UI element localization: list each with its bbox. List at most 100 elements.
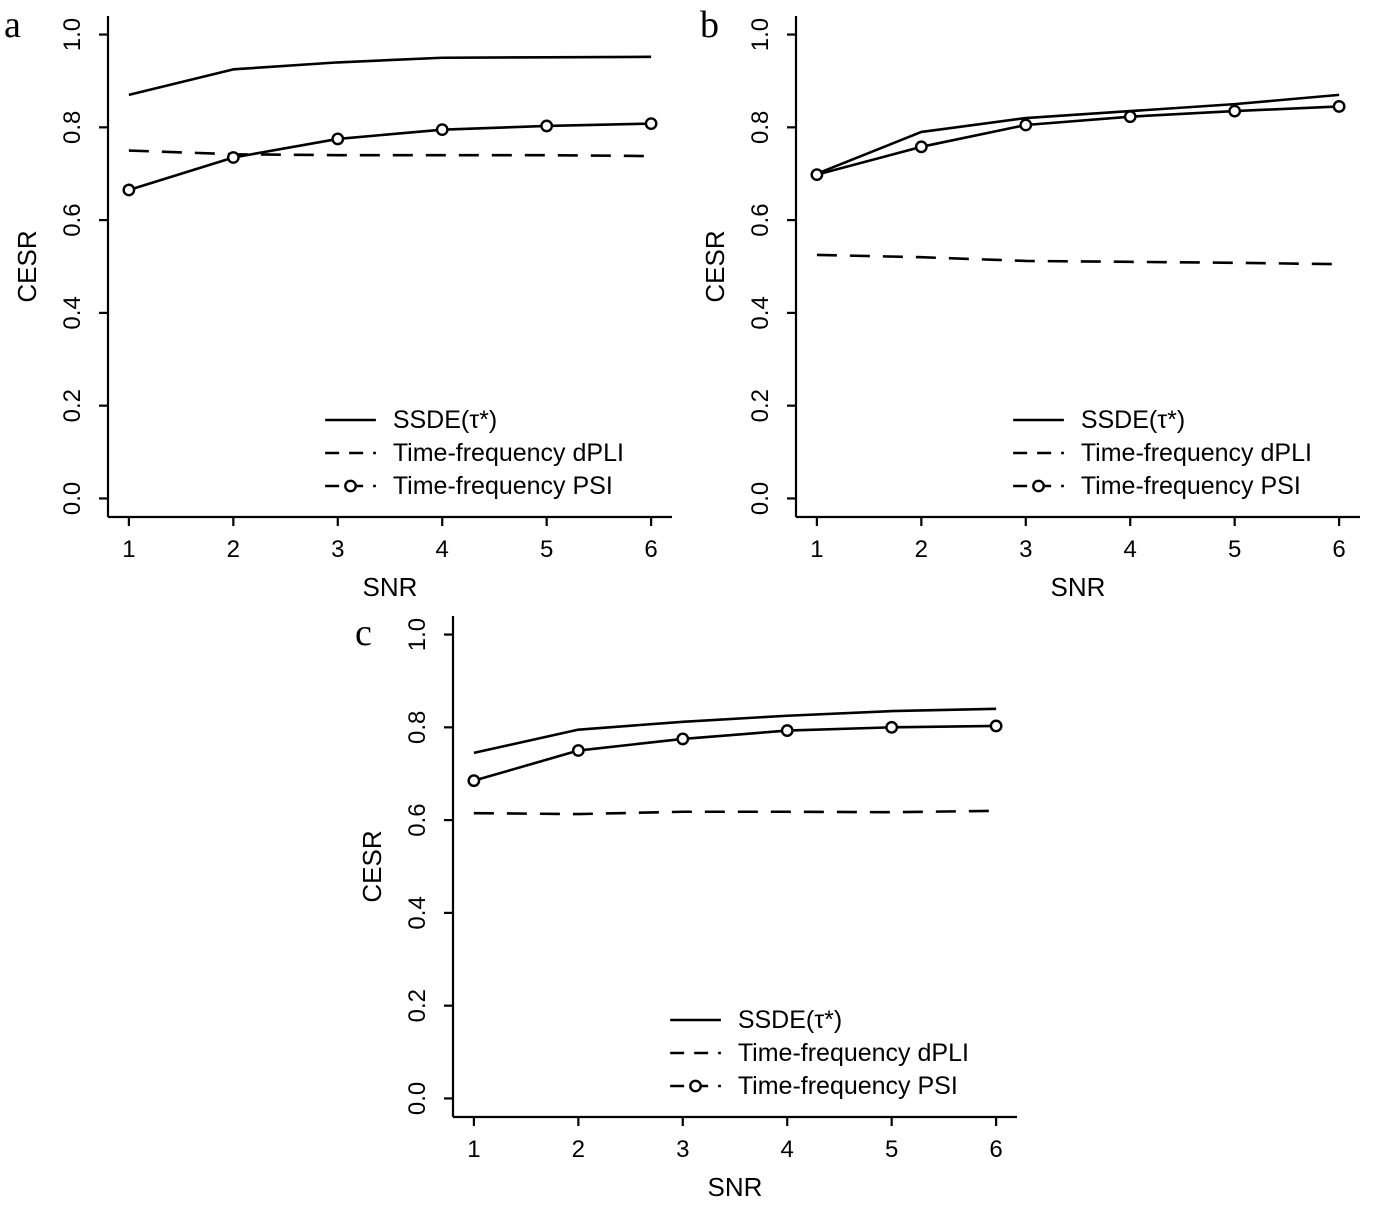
y-tick-label: 0.2 (59, 389, 86, 422)
x-tick-label: 4 (1124, 536, 1137, 563)
data-point-marker (644, 117, 658, 131)
legend-label: SSDE(τ*) (1081, 406, 1185, 434)
data-point-marker (122, 183, 136, 197)
panel-b: b 0.0 0.2 0.4 0.6 0.8 1.0 1 2 3 4 5 6 SNR CESR SSDE(τ*… (688, 0, 1378, 605)
y-axis-title: CESR (12, 230, 42, 302)
data-point-marker (1332, 100, 1346, 113)
panel-a-label: a (4, 4, 21, 46)
x-tick-label: 4 (781, 1136, 794, 1163)
y-tick-label: 0.6 (404, 803, 431, 836)
y-tick-label: 0.0 (747, 482, 774, 515)
x-tick-label: 2 (227, 536, 240, 563)
panel-a: a 0.0 0.2 0.4 0.6 0.8 1.0 1 2 3 4 5 6 SNR CESR SSDE(τ*… (0, 0, 690, 605)
data-point-marker (571, 744, 585, 757)
axes (444, 616, 1017, 1126)
series-ssde- (473, 707, 997, 755)
series-line (473, 809, 997, 816)
y-tick-label: 0.8 (747, 111, 774, 144)
legend-label: SSDE(τ*) (393, 406, 497, 434)
panel-c: c 0.0 0.2 0.4 0.6 0.8 1.0 1 2 3 4 5 6 SNR CESR SSDE(τ*… (345, 600, 1035, 1205)
series-time-frequency-dpli (473, 809, 997, 816)
axes (787, 16, 1360, 526)
y-tick-label: 0.6 (59, 203, 86, 236)
x-tick-label: 1 (810, 536, 823, 563)
legend: SSDE(τ*) Time-frequency dPLI Time-frequenc… (325, 406, 624, 500)
legend: SSDE(τ*) Time-frequency dPLI Time-frequenc… (1013, 406, 1312, 500)
data-point-marker (331, 132, 345, 146)
y-tick-label: 1.0 (59, 18, 86, 51)
y-tick-label: 0.8 (59, 111, 86, 144)
data-point-marker (435, 123, 449, 137)
x-axis-title: SNR (708, 1172, 763, 1202)
legend-label: Time-frequency PSI (393, 472, 613, 500)
panel-b-label: b (700, 4, 719, 46)
x-tick-label: 5 (885, 1136, 898, 1163)
series-line (816, 105, 1340, 176)
series-line (473, 724, 997, 782)
y-tick-label: 0.0 (59, 482, 86, 515)
x-tick-label: 4 (436, 536, 449, 563)
legend-label: Time-frequency dPLI (393, 439, 624, 467)
x-tick-label: 3 (1019, 536, 1032, 563)
series-line (473, 707, 997, 755)
legend-label: Time-frequency dPLI (738, 1039, 969, 1067)
x-axis-title: SNR (1051, 572, 1106, 602)
y-tick-label: 0.6 (747, 203, 774, 236)
data-point-marker (885, 720, 899, 734)
series-line (816, 93, 1340, 175)
series-ssde- (816, 93, 1340, 175)
legend: SSDE(τ*) Time-frequency dPLI Time-frequenc… (670, 1006, 969, 1100)
axes (99, 16, 672, 526)
panel-c-label: c (355, 612, 372, 654)
series-line (128, 122, 652, 192)
x-tick-label: 6 (1332, 536, 1345, 563)
legend-marker-sample (344, 479, 357, 493)
x-tick-label: 1 (467, 1136, 480, 1163)
series-time-frequency-dpli (128, 149, 652, 158)
x-tick-label: 2 (572, 1136, 585, 1163)
panel-c-chart-svg: 0.0 0.2 0.4 0.6 0.8 1.0 1 2 3 4 5 6 SNR CESR SSDE(τ*) T… (357, 616, 1017, 1202)
panel-b-chart-svg: 0.0 0.2 0.4 0.6 0.8 1.0 1 2 3 4 5 6 SNR CESR SSDE(τ*) T… (700, 16, 1360, 602)
series-line (128, 149, 652, 158)
y-tick-label: 1.0 (404, 618, 431, 651)
series-line (128, 55, 652, 97)
series-line (816, 253, 1340, 266)
data-point-marker (1228, 104, 1242, 118)
data-point-marker (780, 724, 794, 737)
y-tick-label: 0.0 (404, 1082, 431, 1115)
y-tick-label: 1.0 (747, 18, 774, 51)
y-tick-label: 0.2 (747, 389, 774, 422)
y-tick-label: 0.4 (404, 896, 431, 929)
data-point-marker (989, 719, 1003, 733)
y-tick-label: 0.2 (404, 989, 431, 1022)
data-point-marker (226, 151, 240, 164)
panel-a-chart-svg: 0.0 0.2 0.4 0.6 0.8 1.0 1 2 3 4 5 6 SNR CESR SSDE(τ*) T… (12, 16, 672, 602)
legend-label: Time-frequency dPLI (1081, 439, 1312, 467)
x-tick-label: 6 (989, 1136, 1002, 1163)
y-axis-title: CESR (700, 230, 730, 302)
series-time-frequency-dpli (816, 253, 1340, 266)
y-tick-label: 0.4 (59, 296, 86, 329)
y-tick-label: 0.4 (747, 296, 774, 329)
data-point-marker (540, 119, 554, 133)
x-tick-label: 5 (1228, 536, 1241, 563)
data-point-marker (810, 168, 824, 182)
series-time-frequency-psi (467, 719, 1003, 788)
x-tick-label: 5 (540, 536, 553, 563)
x-tick-label: 3 (331, 536, 344, 563)
data-point-marker (1123, 110, 1137, 124)
data-point-marker (676, 732, 690, 746)
series-time-frequency-psi (122, 117, 658, 197)
legend-marker-sample (689, 1079, 702, 1093)
data-point-marker (1019, 118, 1033, 132)
x-axis-title: SNR (363, 572, 418, 602)
y-tick-label: 0.8 (404, 711, 431, 744)
x-tick-label: 1 (122, 536, 135, 563)
legend-label: Time-frequency PSI (1081, 472, 1301, 500)
x-tick-label: 6 (644, 536, 657, 563)
series-time-frequency-psi (810, 100, 1346, 182)
legend-label: SSDE(τ*) (738, 1006, 842, 1034)
data-point-marker (914, 140, 928, 154)
data-point-marker (467, 774, 481, 788)
